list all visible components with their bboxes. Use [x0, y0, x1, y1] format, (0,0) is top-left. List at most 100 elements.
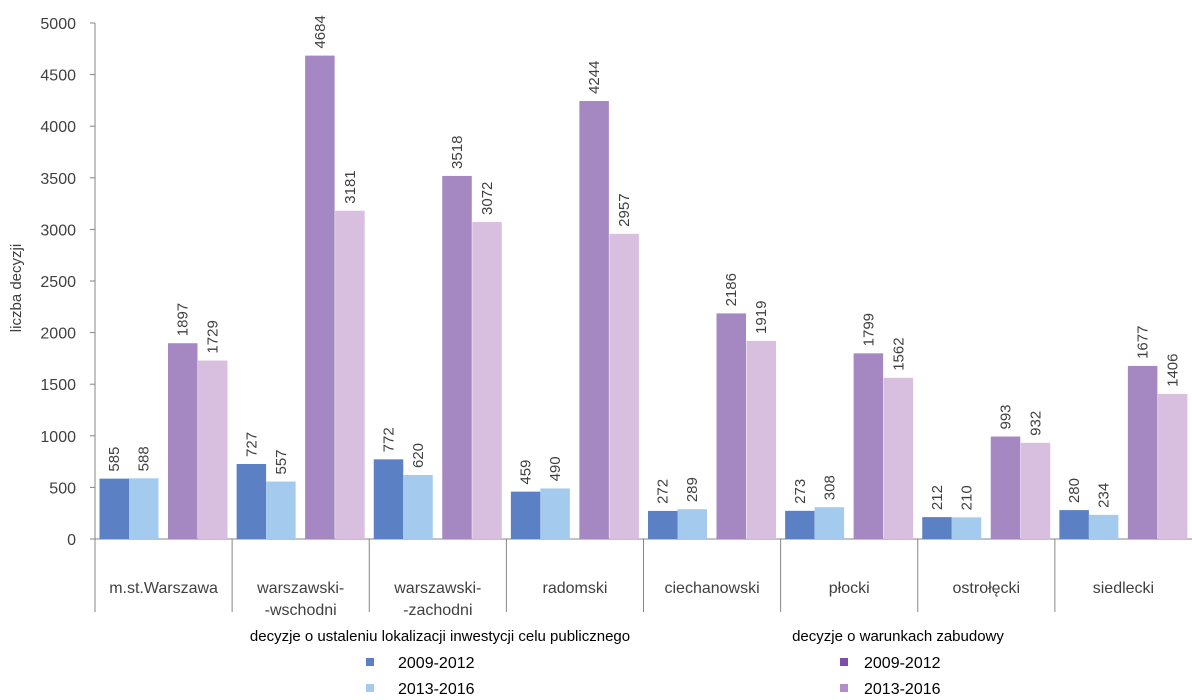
- bar-g2-s1: [442, 175, 472, 540]
- category-label: płocki: [829, 580, 870, 597]
- bar-g1-s2: [266, 481, 296, 539]
- bar-g1-s1: [648, 510, 678, 539]
- legend-label-1: 2009-2012: [398, 655, 475, 672]
- bar-g2-s1: [853, 353, 884, 539]
- y-tick-label: 500: [49, 480, 76, 497]
- data-label: 993: [998, 404, 1015, 429]
- bar-g2-s2: [746, 340, 776, 539]
- data-label: 272: [655, 479, 672, 504]
- data-label: 588: [136, 446, 153, 471]
- bar-g2-s1: [168, 343, 198, 539]
- bar-g1-s2: [1088, 514, 1119, 539]
- data-label: 1799: [860, 313, 877, 346]
- bar-g2-s2: [609, 233, 639, 540]
- bar-g1-s1: [236, 463, 267, 539]
- data-label: 490: [547, 456, 564, 481]
- data-label: 280: [1066, 478, 1083, 503]
- y-tick-label: 3500: [40, 171, 76, 188]
- bar-g2-s2: [198, 360, 228, 539]
- data-label: 1562: [890, 337, 907, 370]
- bar-g2-s2: [472, 221, 502, 539]
- data-label: 210: [959, 485, 976, 510]
- bar-g2-s1: [1127, 365, 1158, 539]
- legend-group-title-1: decyzje o ustaleniu lokalizacji inwestyc…: [250, 628, 630, 645]
- category-label: m.st.Warszawa: [109, 580, 218, 597]
- data-label: 932: [1028, 411, 1045, 436]
- y-tick-label: 1500: [40, 377, 76, 394]
- data-label: 234: [1096, 483, 1113, 508]
- y-tick-label: 5000: [40, 16, 76, 33]
- bar-g1-s1: [922, 517, 952, 539]
- bar-g2-s1: [579, 101, 609, 540]
- category-label: siedlecki: [1093, 580, 1154, 597]
- y-axis-ticks: 0 500 1000 1500 2000 2500 3000 3500 4000 4500 5000: [40, 16, 95, 549]
- data-label: 289: [684, 477, 701, 502]
- data-label: 4244: [586, 61, 603, 94]
- data-label: 1897: [175, 303, 192, 336]
- y-tick-label: 4500: [40, 68, 76, 85]
- legend-swatch-3: [840, 658, 848, 666]
- bar-g1-s1: [1059, 510, 1089, 539]
- data-label: 727: [243, 432, 260, 457]
- y-tick-label: 1000: [40, 429, 76, 446]
- bar-g2-s2: [883, 377, 914, 539]
- data-labels: 585 588 1897 1729 727 557 4684 3181 772 620 3518 30…: [106, 15, 1181, 510]
- data-label: 308: [821, 475, 838, 500]
- legend-label-3: 2009-2012: [864, 655, 941, 672]
- y-tick-label: 3000: [40, 222, 76, 239]
- bars: [99, 55, 1188, 540]
- data-label: 1677: [1135, 326, 1152, 359]
- y-tick-label: 2500: [40, 274, 76, 291]
- data-label: 3181: [342, 170, 359, 203]
- bar-g1-s2: [403, 475, 433, 539]
- legend-swatch-2: [366, 684, 374, 692]
- category-labels: m.st.Warszawa warszawski- -wschodni warszaw…: [109, 539, 1154, 619]
- y-tick-label: 0: [67, 532, 76, 549]
- category-label: warszawski-: [256, 580, 344, 597]
- category-label: -zachodni: [403, 602, 472, 619]
- bar-g1-s1: [373, 459, 404, 539]
- category-label: radomski: [542, 580, 607, 597]
- category-label: ciechanowski: [664, 580, 759, 597]
- data-label: 273: [792, 479, 809, 504]
- data-label: 557: [273, 449, 290, 474]
- bar-g2-s1: [990, 436, 1021, 539]
- legend-label-4: 2013-2016: [864, 681, 941, 698]
- data-label: 459: [518, 460, 535, 485]
- data-label: 1919: [753, 301, 770, 334]
- data-label: 620: [410, 443, 427, 468]
- data-label: 772: [381, 427, 398, 452]
- bar-g1-s2: [540, 488, 570, 539]
- bar-g1-s2: [129, 478, 159, 539]
- y-tick-label: 4000: [40, 119, 76, 136]
- data-label: 1729: [205, 320, 222, 353]
- bar-g2-s2: [1020, 442, 1051, 539]
- data-label: 2186: [723, 273, 740, 306]
- legend-label-2: 2013-2016: [398, 681, 475, 698]
- bar-g1-s2: [814, 507, 845, 539]
- bar-g2-s1: [305, 55, 335, 539]
- category-label: warszawski-: [393, 580, 481, 597]
- bar-g1-s1: [510, 491, 541, 539]
- data-label: 3072: [479, 182, 496, 215]
- data-label: 3518: [449, 136, 466, 169]
- bar-g1-s2: [677, 509, 707, 539]
- legend-group-title-2: decyzje o warunkach zabudowy: [792, 628, 1004, 645]
- data-label: 2957: [616, 193, 633, 226]
- legend-swatch-4: [840, 684, 848, 692]
- bar-g2-s1: [716, 313, 746, 539]
- bar-g1-s2: [951, 517, 982, 539]
- data-label: 212: [929, 485, 946, 510]
- bar-g2-s2: [335, 210, 365, 539]
- legend-swatch-1: [366, 658, 374, 666]
- data-label: 4684: [312, 15, 329, 48]
- category-label: ostrołęcki: [953, 580, 1021, 597]
- bar-g2-s2: [1157, 393, 1188, 539]
- data-label: 585: [106, 447, 123, 472]
- data-label: 1406: [1165, 354, 1182, 387]
- category-label: -wschodni: [265, 602, 337, 619]
- legend: decyzje o ustaleniu lokalizacji inwestyc…: [250, 628, 1004, 698]
- y-tick-label: 2000: [40, 326, 76, 343]
- bar-g1-s1: [785, 510, 815, 539]
